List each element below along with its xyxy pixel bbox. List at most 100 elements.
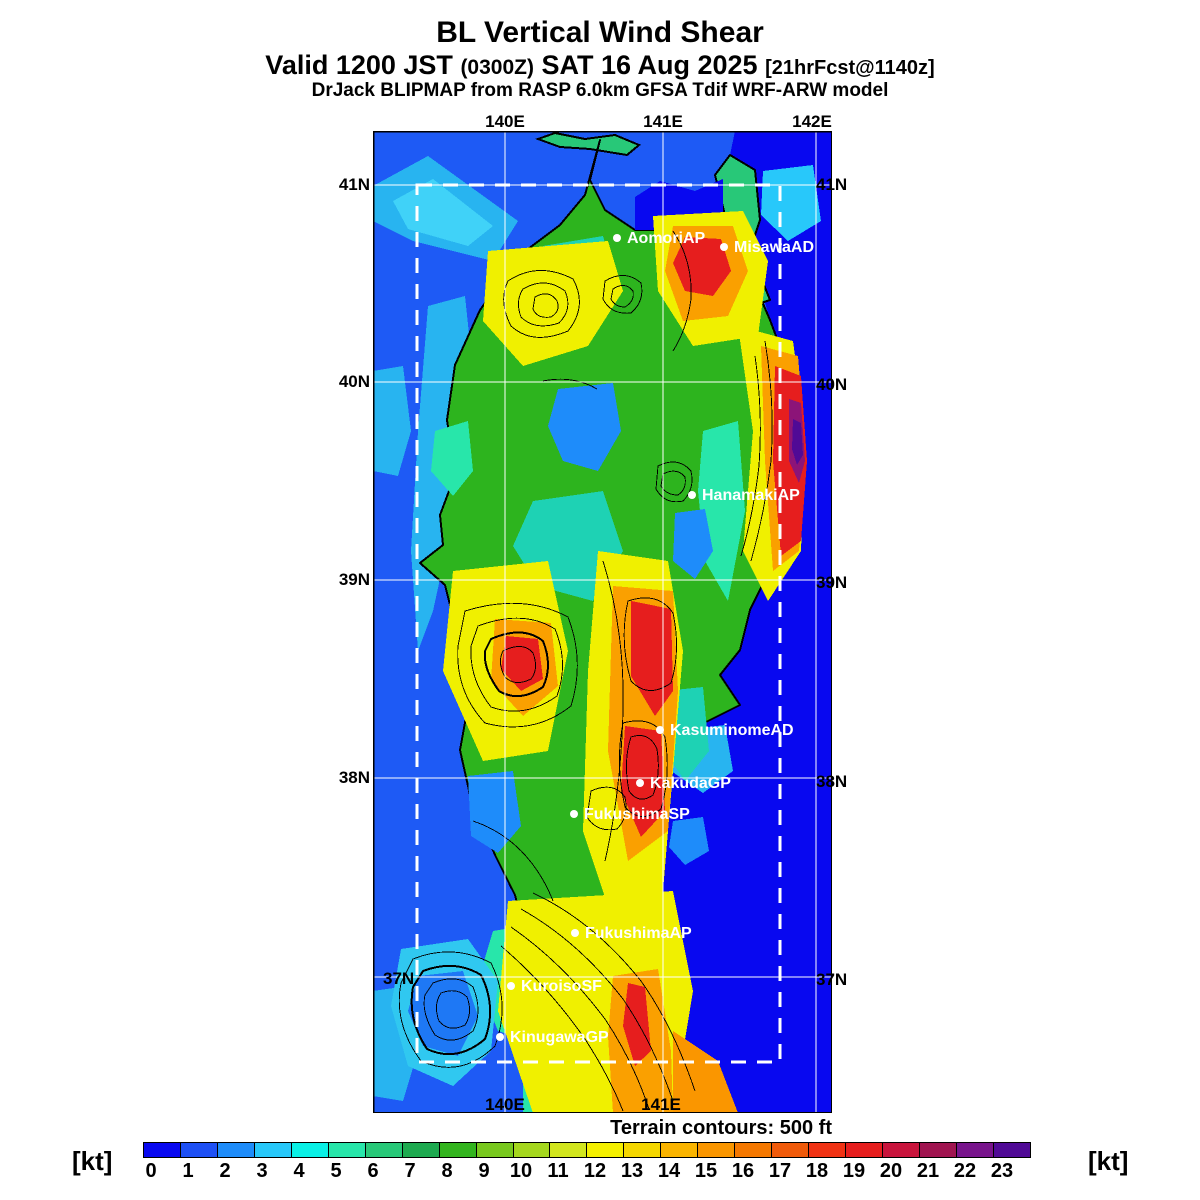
graticule [373,131,832,1113]
colorbar-tick-label: 18 [805,1160,829,1182]
station-label: HanamakiAP [702,487,800,504]
colorbar-cell [439,1143,477,1157]
colorbar-tick-label: 3 [256,1160,268,1182]
colorbar-cell [587,1143,625,1157]
station-marker: KasuminomeAD [656,722,794,740]
lat-label-left: 38N [338,768,370,787]
colorbar-cell [144,1143,181,1157]
station-label: AomoriAP [627,230,706,247]
colorbar-tick-label: 12 [583,1160,607,1182]
colorbar: 0 1 2 3 4 5 6 7 8 9 10 11 12 13 14 15 16 17 18 19 20 21 22 23 [143,1142,1031,1184]
colorbar-tick-label: 8 [441,1160,453,1182]
colorbar-tick-label: 20 [879,1160,903,1182]
lat-label-left: 39N [338,570,370,589]
lon-label-top: 141E [643,112,683,131]
colorbar-tick-label: 9 [478,1160,490,1182]
lat-label-right: 38N [816,772,848,791]
map-frame [373,131,832,1113]
colorbar-tick-label: 6 [367,1160,379,1182]
station-label: KakudaGP [650,775,731,792]
terrain-contours-note: Terrain contours: 500 ft [610,1117,832,1139]
model-line: DrJack BLIPMAP from RASP 6.0km GFSA Tdif… [311,79,889,101]
colorbar-tick-label: 19 [842,1160,866,1182]
station-label: KinugawaGP [510,1029,609,1046]
page-title: BL Vertical Wind Shear [436,16,764,49]
colorbar-cell [624,1143,662,1157]
colorbar-cell [772,1143,810,1157]
colorbar-tick-label: 13 [620,1160,644,1182]
colorbar-tick-label: 1 [182,1160,194,1182]
model-domain-outline [415,183,782,1064]
lon-label-bottom: 140E [485,1095,525,1114]
colorbar-tick-label: 16 [731,1160,755,1182]
colorbar-cell [476,1143,514,1157]
valid-fcst: [21hrFcst@1140z] [765,56,935,79]
lat-label-left: 41N [338,175,370,194]
station-dot-icon [507,982,515,990]
station-marker: KuroisoSF [507,978,602,996]
station-marker: HanamakiAP [688,487,800,505]
colorbar-cell [254,1143,292,1157]
colorbar-tick-label: 4 [293,1160,305,1182]
station-marker: AomoriAP [613,230,705,248]
colorbar-tick-label: 5 [330,1160,342,1182]
lon-label-bottom: 141E [641,1095,681,1114]
colorbar-tick-label: 23 [990,1160,1014,1182]
colorbar-cell [365,1143,403,1157]
colorbar-cell [698,1143,736,1157]
valid-date: SAT 16 Aug 2025 [541,49,758,80]
colorbar-tick-label: 17 [768,1160,792,1182]
station-label: KuroisoSF [521,978,602,995]
colorbar-bar [143,1142,1031,1158]
colorbar-cell [956,1143,994,1157]
lon-label-top: 142E [792,112,832,131]
colorbar-unit-right: [kt] [1088,1146,1129,1176]
colorbar-cell [735,1143,773,1157]
station-dot-icon [571,929,579,937]
wind-shear-map [373,131,832,1113]
station-marker: KakudaGP [636,775,731,793]
station-marker: MisawaAD [720,239,814,257]
colorbar-tick-label: 14 [657,1160,681,1182]
station-marker: FukushimaAP [571,925,692,943]
colorbar-cell [180,1143,218,1157]
colorbar-cell [661,1143,699,1157]
terrain-contours [398,230,773,1112]
valid-prefix: Valid 1200 JST [265,49,453,80]
colorbar-cell [883,1143,921,1157]
colorbar-labels: 0 1 2 3 4 5 6 7 8 9 10 11 12 13 14 15 16 17 18 19 20 21 22 23 [143,1160,1031,1184]
colorbar-cell [846,1143,884,1157]
station-dot-icon [636,779,644,787]
colorbar-tick-label: 10 [509,1160,533,1182]
station-label: FukushimaSP [584,806,690,823]
colorbar-cell [920,1143,957,1157]
station-dot-icon [613,234,621,242]
valid-line: Valid 1200 JST (0300Z) SAT 16 Aug 2025 [… [0,50,1200,80]
colorbar-tick-label: 22 [953,1160,977,1182]
colorbar-tick-label: 2 [219,1160,231,1182]
lon-label-top: 140E [485,112,525,131]
colorbar-tick-label: 21 [916,1160,940,1182]
station-dot-icon [720,243,728,251]
station-dot-icon [688,491,696,499]
colorbar-cell [993,1143,1030,1157]
colorbar-cell [291,1143,329,1157]
lat-label-inner: 37N [383,969,415,988]
lat-label-right: 37N [816,970,848,989]
colorbar-unit-left: [kt] [72,1146,113,1176]
lat-label-right: 41N [816,175,848,194]
colorbar-cell [402,1143,440,1157]
lat-label-right: 39N [816,573,848,592]
colorbar-cell [809,1143,847,1157]
map-canvas [373,131,832,1113]
colorbar-cell [328,1143,366,1157]
station-dot-icon [656,726,664,734]
colorbar-tick-label: 0 [145,1160,157,1182]
colorbar-tick-label: 15 [694,1160,718,1182]
header: BL Vertical Wind Shear Valid 1200 JST (0… [0,16,1200,101]
colorbar-tick-label: 11 [547,1160,569,1182]
station-marker: FukushimaSP [570,806,690,824]
station-marker: KinugawaGP [496,1029,609,1047]
station-label: MisawaAD [734,239,815,256]
